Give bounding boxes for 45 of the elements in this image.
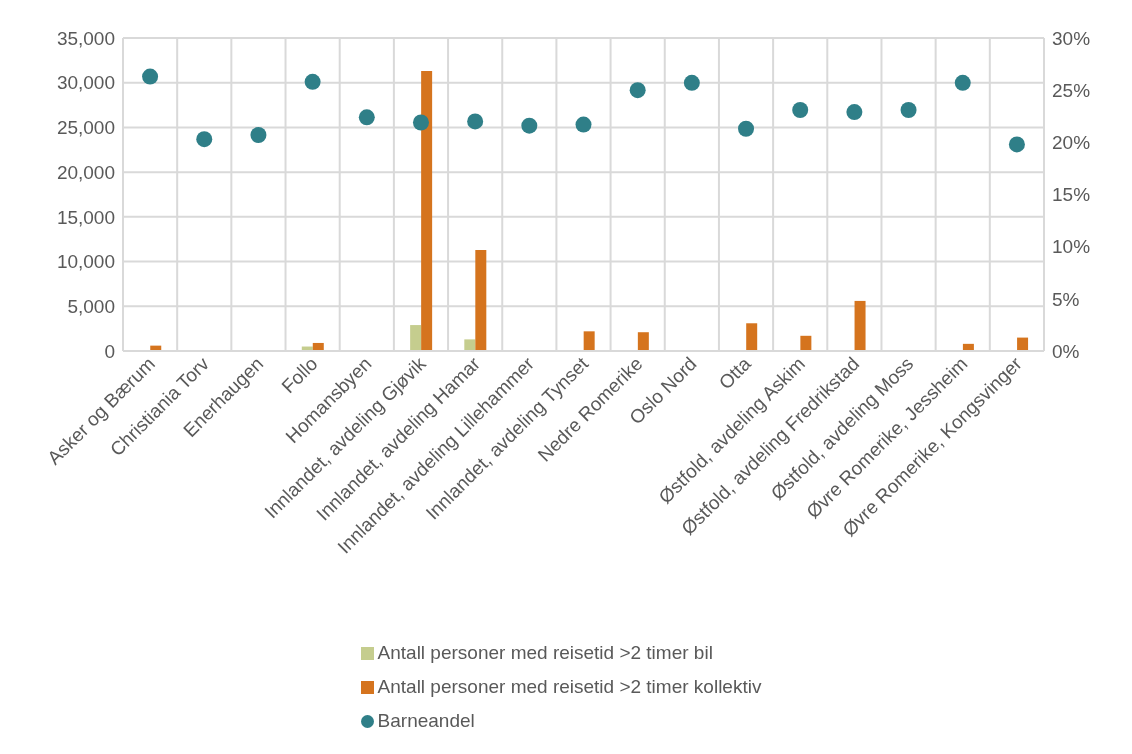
point xyxy=(575,116,592,133)
point xyxy=(196,131,213,148)
bar xyxy=(746,323,758,351)
bar xyxy=(464,339,476,351)
y-tick-label: 30,000 xyxy=(56,72,115,94)
y-tick-label: 25,000 xyxy=(56,117,115,139)
point xyxy=(629,82,646,99)
point xyxy=(954,74,971,91)
point xyxy=(412,114,429,131)
point xyxy=(250,127,267,144)
legend-label: Barneandel xyxy=(377,710,475,731)
point xyxy=(846,104,863,121)
point xyxy=(900,101,917,118)
point xyxy=(1008,136,1025,153)
y-tick-label: 0 xyxy=(104,340,115,362)
bar xyxy=(854,300,866,351)
point xyxy=(521,117,538,134)
point xyxy=(142,68,159,85)
point xyxy=(467,113,484,130)
point xyxy=(738,120,755,137)
bar xyxy=(475,249,487,351)
point xyxy=(792,101,809,118)
x-tick-label: Otta xyxy=(714,352,756,394)
bar xyxy=(637,332,649,351)
point xyxy=(304,73,321,90)
y-tick-label: 20,000 xyxy=(56,161,115,183)
legend-label: Antall personer med reisetid >2 timer bil xyxy=(377,642,713,663)
y2-tick-label: 30% xyxy=(1052,27,1091,49)
bar xyxy=(800,335,812,351)
y2-tick-label: 15% xyxy=(1052,184,1091,206)
y2-tick-label: 10% xyxy=(1052,236,1091,258)
y-tick-label: 10,000 xyxy=(56,251,115,273)
y-tick-label: 35,000 xyxy=(56,27,115,49)
point xyxy=(683,74,700,91)
y2-tick-label: 20% xyxy=(1052,132,1091,154)
y-tick-label: 5,000 xyxy=(67,296,115,318)
y2-tick-label: 5% xyxy=(1052,288,1080,310)
legend-label: Antall personer med reisetid >2 timer kollektiv xyxy=(377,676,762,697)
point xyxy=(358,109,375,126)
y2-tick-label: 25% xyxy=(1052,79,1091,101)
bar xyxy=(410,325,422,351)
y2-tick-label: 0% xyxy=(1052,340,1080,362)
bar xyxy=(583,331,595,351)
bar xyxy=(421,71,433,351)
y-tick-label: 15,000 xyxy=(56,206,115,228)
